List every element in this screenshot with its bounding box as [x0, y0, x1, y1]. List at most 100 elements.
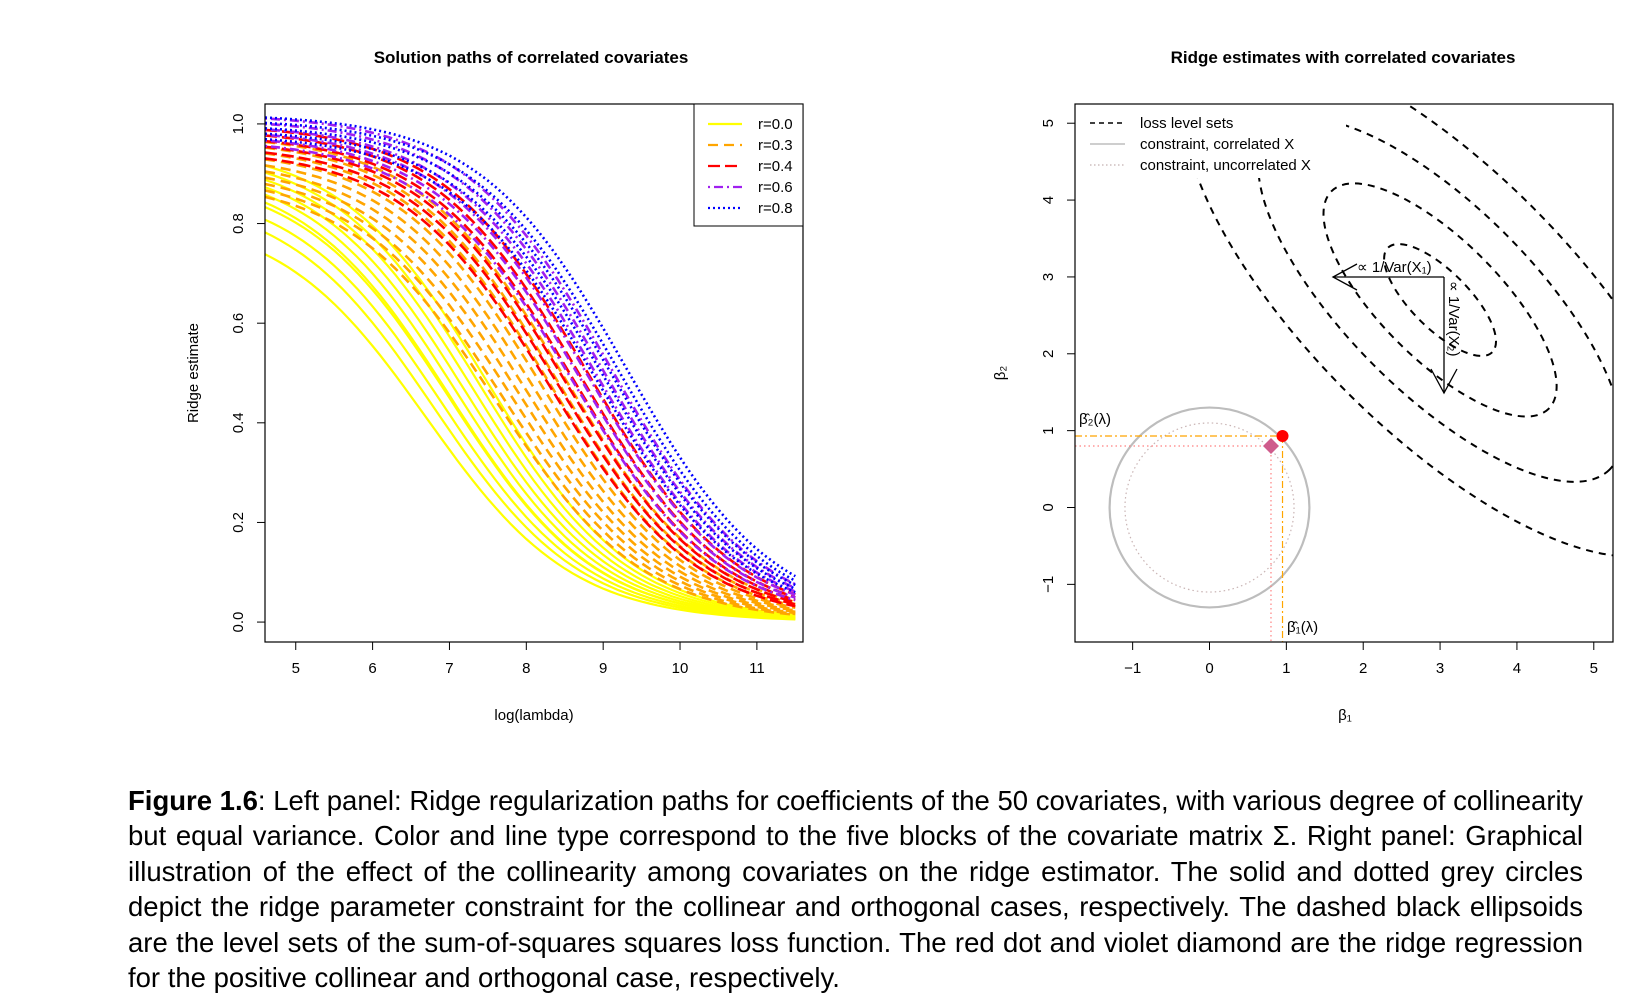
left-x-tick-label: 9 — [599, 660, 607, 677]
left-x-tick-label: 5 — [292, 660, 300, 677]
var-arrows: ∝ 1/Var(X₁) ∝ 1/Var(X₂) — [1331, 259, 1462, 395]
legend-constraint-uncorrelated: constraint, uncorrelated X — [1140, 157, 1311, 174]
path-r-00-5 — [265, 193, 796, 619]
right-y-tick-label: 5 — [1040, 119, 1057, 127]
left-x-tick-label: 11 — [749, 660, 765, 677]
right-y-tick-label: 1 — [1040, 426, 1057, 434]
right-x-tick-label: 4 — [1513, 660, 1521, 677]
right-panel: Ridge estimates with correlated covariat… — [992, 48, 1614, 724]
left-x-tick-label: 6 — [368, 660, 376, 677]
path-r-06-1 — [265, 139, 796, 599]
path-r-00-0 — [265, 253, 796, 621]
left-y-label: Ridge estimate — [185, 323, 202, 423]
loss-level-set — [1322, 182, 1558, 418]
left-y-tick-label: 0.0 — [230, 612, 247, 633]
caption-text: : Left panel: Ridge regularization paths… — [128, 785, 1583, 994]
right-y-tick-label: 2 — [1040, 350, 1057, 358]
path-r-04-2 — [265, 145, 796, 604]
path-r-06-3 — [265, 128, 796, 593]
path-r-08-1 — [265, 132, 796, 590]
left-y-tick-label: 0.2 — [230, 512, 247, 533]
left-x-tick-label: 8 — [522, 660, 530, 677]
right-y-tick-label: 0 — [1040, 503, 1057, 511]
path-r-00-8 — [265, 171, 796, 617]
path-r-04-0 — [265, 157, 796, 608]
right-x-tick-label: 5 — [1590, 660, 1598, 677]
path-r-04-3 — [265, 139, 796, 602]
left-y-tick-label: 0.6 — [230, 313, 247, 334]
legend-loss-level-sets: loss level sets — [1140, 115, 1233, 132]
collinear-red-dot — [1276, 430, 1289, 443]
right-x-tick-label: −1 — [1124, 660, 1141, 677]
right-x-axis: −1 0 1 2 3 4 5 — [1124, 642, 1598, 677]
loss-level-set — [1383, 243, 1498, 357]
right-y-label: β₂ — [992, 366, 1009, 381]
annotation-var-x1: ∝ 1/Var(X₁) — [1357, 259, 1432, 276]
path-r-03-1 — [265, 189, 796, 616]
left-y-tick-label: 0.8 — [230, 213, 247, 234]
path-r-00-6 — [265, 186, 796, 619]
left-path-lines — [265, 116, 796, 621]
path-r-03-4 — [265, 170, 796, 612]
left-panel: Solution paths of correlated covariates … — [185, 48, 804, 724]
path-r-00-2 — [265, 218, 796, 620]
path-r-03-2 — [265, 182, 796, 615]
right-y-tick-label: −1 — [1040, 576, 1057, 593]
right-legend-box — [1078, 106, 1346, 178]
right-title: Ridge estimates with correlated covariat… — [1171, 48, 1516, 67]
left-x-tick-label: 10 — [672, 660, 689, 677]
right-x-tick-label: 3 — [1436, 660, 1444, 677]
path-r-08-4 — [265, 116, 796, 578]
left-y-tick-label: 0.4 — [230, 412, 247, 433]
label-beta2-hat: β̂₂(λ) — [1079, 411, 1111, 428]
right-legend: loss level sets constraint, correlated X… — [1078, 106, 1346, 178]
left-x-tick-label: 7 — [445, 660, 453, 677]
path-r-06-2 — [265, 133, 796, 596]
right-geometry — [1075, 104, 1613, 642]
figure-panels: Solution paths of correlated covariates … — [185, 48, 1614, 724]
path-r-04-4 — [265, 134, 796, 599]
left-title: Solution paths of correlated covariates — [374, 48, 689, 67]
left-x-label: log(lambda) — [494, 707, 573, 724]
left-y-axis: 0.0 0.2 0.4 0.6 0.8 1.0 — [230, 113, 265, 633]
right-y-tick-label: 3 — [1040, 273, 1057, 281]
right-y-axis: −1 0 1 2 3 4 5 — [1040, 119, 1075, 593]
caption-label: Figure 1.6 — [128, 785, 258, 816]
path-r-03-7 — [265, 152, 796, 608]
arrow-var-x1-head — [1331, 263, 1358, 291]
path-r-00-7 — [265, 178, 796, 618]
label-beta1-hat: β̂₁(λ) — [1287, 619, 1318, 636]
path-r-08-0 — [265, 137, 796, 594]
path-r-04-1 — [265, 151, 796, 606]
path-r-03-5 — [265, 164, 796, 611]
legend-constraint-correlated: constraint, correlated X — [1140, 136, 1294, 153]
left-x-axis: 5 6 7 8 9 10 11 — [292, 642, 765, 677]
path-r-04-5 — [265, 128, 796, 596]
right-y-tick-label: 4 — [1040, 196, 1057, 204]
left-legend-label: r=0.8 — [758, 200, 793, 217]
constraint-correlated-circle — [1108, 406, 1311, 609]
left-legend-label: r=0.0 — [758, 116, 793, 133]
left-legend-label: r=0.3 — [758, 137, 793, 154]
path-r-00-1 — [265, 231, 796, 621]
right-x-tick-label: 2 — [1359, 660, 1367, 677]
right-x-tick-label: 1 — [1282, 660, 1290, 677]
loss-level-set — [1182, 104, 1613, 558]
left-legend-label: r=0.4 — [758, 158, 793, 175]
left-plot-frame — [264, 103, 804, 643]
constraint-uncorrelated-circle — [1124, 422, 1295, 593]
right-x-label: β₁ — [1338, 707, 1352, 724]
orthogonal-diamond — [1262, 438, 1279, 455]
left-y-tick-label: 1.0 — [230, 113, 247, 134]
right-plot-frame — [1074, 103, 1614, 643]
path-r-06-4 — [265, 122, 796, 590]
path-r-06-5 — [265, 117, 796, 586]
path-r-03-6 — [265, 158, 796, 609]
left-legend-label: r=0.6 — [758, 179, 793, 196]
annotation-var-x2: ∝ 1/Var(X₂) — [1445, 281, 1462, 356]
right-x-tick-label: 0 — [1205, 660, 1213, 677]
path-r-06-0 — [265, 144, 796, 602]
arrow-var-x2-head — [1430, 368, 1458, 395]
left-legend: r=0.0 r=0.3 r=0.4 r=0.6 r=0.8 — [693, 103, 804, 227]
path-r-03-0 — [265, 195, 796, 617]
